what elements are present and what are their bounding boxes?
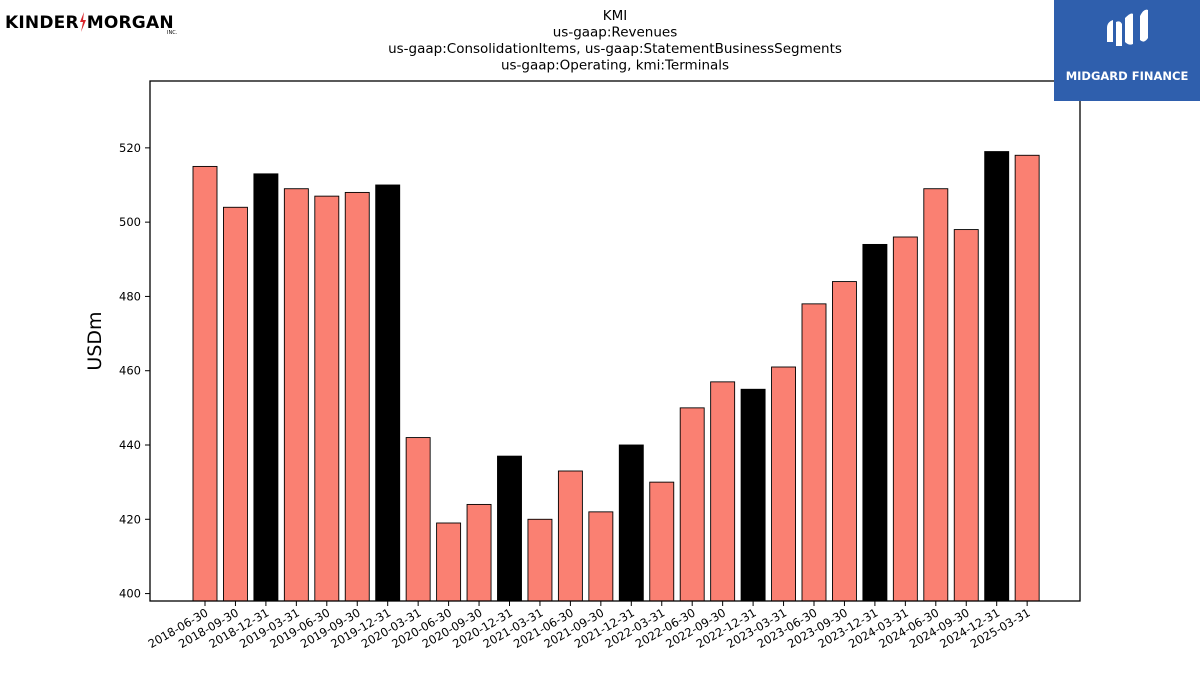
- bar: [892, 236, 918, 602]
- bar: [466, 503, 492, 602]
- bar: [649, 481, 675, 602]
- bar: [557, 470, 583, 602]
- y-axis-label: USDm: [84, 311, 106, 370]
- kinder-morgan-logo: KINDER MORGAN INC.: [5, 8, 180, 42]
- bar: [1014, 154, 1040, 602]
- bar: [527, 518, 553, 602]
- logo-inc-text: INC.: [167, 30, 178, 36]
- bar: [497, 455, 522, 602]
- bar: [832, 281, 857, 602]
- y-tick-label: 500: [119, 215, 141, 229]
- y-tick-label: 400: [119, 587, 141, 601]
- bar: [710, 381, 736, 602]
- bar: [588, 511, 614, 602]
- bar: [953, 229, 979, 602]
- x-axis: 2018-06-302018-09-302018-12-312019-03-31…: [146, 601, 1033, 651]
- plot-frame: [149, 80, 1081, 602]
- bar: [618, 444, 644, 602]
- bar: [375, 184, 401, 602]
- bar: [222, 206, 248, 602]
- midgard-mark-icon: [1107, 9, 1148, 46]
- logo-brand-text: MIDGARD FINANCE: [1065, 69, 1189, 83]
- lightning-bolt-icon: [79, 8, 87, 32]
- bar: [283, 188, 309, 602]
- bar: [436, 522, 462, 602]
- bar: [862, 243, 888, 602]
- bar: [801, 303, 827, 602]
- bar: [405, 437, 431, 602]
- logo-kinder-text: KINDER: [5, 13, 79, 33]
- bars-group: [192, 151, 1040, 602]
- bar: [314, 195, 340, 602]
- bar: [740, 388, 766, 602]
- chart-title-line: us-gaap:ConsolidationItems, us-gaap:Stat…: [388, 41, 842, 57]
- y-tick-label: 480: [119, 289, 141, 303]
- logo-morgan-text: MORGAN: [86, 13, 174, 33]
- y-axis: 400 420 440 460 480 500 520: [119, 141, 150, 601]
- bar: [192, 165, 218, 602]
- chart-title: KMIus-gaap:Revenuesus-gaap:Consolidation…: [388, 8, 842, 74]
- y-tick-label: 460: [119, 364, 141, 378]
- bar: [253, 173, 279, 602]
- midgard-finance-logo: MIDGARD FINANCE: [1054, 0, 1200, 101]
- bar: [984, 151, 1010, 602]
- y-tick-label: 420: [119, 512, 141, 526]
- bar: [771, 366, 796, 602]
- bar: [923, 188, 949, 602]
- y-tick-label: 440: [119, 438, 141, 452]
- chart-title-line: KMI: [603, 8, 627, 24]
- chart-title-line: us-gaap:Operating, kmi:Terminals: [501, 58, 729, 74]
- bar: [344, 191, 370, 602]
- bar: [679, 407, 705, 602]
- chart-title-line: us-gaap:Revenues: [553, 25, 678, 41]
- y-tick-label: 520: [119, 141, 141, 155]
